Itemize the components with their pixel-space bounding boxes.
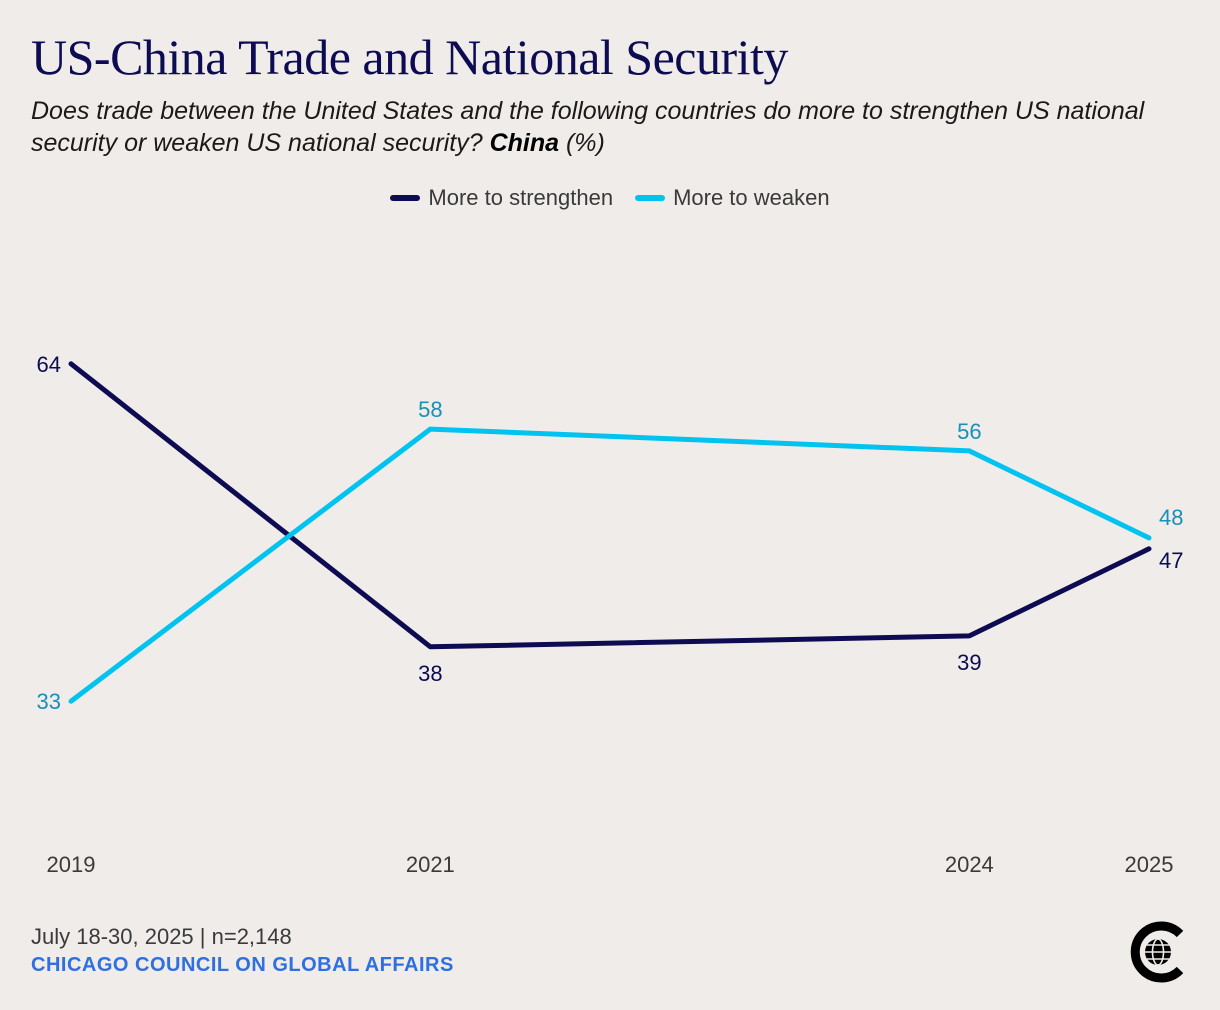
chart-legend: More to strengthen More to weaken bbox=[0, 185, 1220, 211]
legend-item-strengthen: More to strengthen bbox=[390, 185, 613, 211]
chart-subtitle: Does trade between the United States and… bbox=[31, 95, 1201, 159]
series-line-strengthen bbox=[68, 361, 1152, 650]
data-label-strengthen-2024: 39 bbox=[957, 650, 981, 675]
data-label-strengthen-2025: 47 bbox=[1159, 548, 1183, 573]
legend-item-weaken: More to weaken bbox=[635, 185, 830, 211]
subtitle-question: Does trade between the United States and… bbox=[31, 97, 1145, 157]
x-tick-label-2024: 2024 bbox=[945, 852, 994, 877]
legend-swatch-weaken bbox=[635, 195, 666, 201]
data-label-weaken-2019: 33 bbox=[37, 689, 61, 714]
x-tick-label-2021: 2021 bbox=[406, 852, 455, 877]
series-line-weaken bbox=[68, 426, 1152, 704]
legend-label-weaken: More to weaken bbox=[673, 185, 830, 210]
chart-title: US-China Trade and National Security bbox=[31, 29, 788, 85]
data-label-weaken-2025: 48 bbox=[1159, 505, 1183, 530]
legend-swatch-strengthen bbox=[390, 195, 421, 201]
data-label-strengthen-2019: 64 bbox=[37, 352, 61, 377]
subtitle-unit: (%) bbox=[565, 129, 605, 157]
council-globe-logo-icon bbox=[1130, 921, 1184, 983]
subtitle-country: China bbox=[489, 129, 560, 157]
survey-note: July 18-30, 2025 | n=2,148 bbox=[31, 924, 292, 949]
source-label: CHICAGO COUNCIL ON GLOBAL AFFAIRS bbox=[31, 954, 454, 976]
legend-label-strengthen: More to strengthen bbox=[428, 185, 614, 210]
data-label-weaken-2021: 58 bbox=[418, 397, 442, 422]
data-label-weaken-2024: 56 bbox=[957, 419, 981, 444]
x-tick-label-2025: 2025 bbox=[1125, 852, 1174, 877]
x-tick-label-2019: 2019 bbox=[47, 852, 96, 877]
data-label-strengthen-2021: 38 bbox=[418, 661, 442, 686]
